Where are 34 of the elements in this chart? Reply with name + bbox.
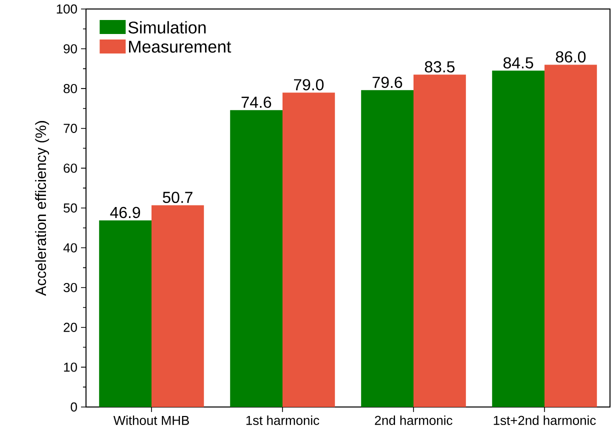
bar bbox=[414, 74, 466, 407]
bar bbox=[544, 64, 597, 407]
x-tick-label: 1st harmonic bbox=[246, 416, 320, 426]
data-label: 86.0 bbox=[556, 51, 586, 63]
bar bbox=[282, 92, 335, 407]
bar bbox=[99, 220, 152, 407]
data-label: 84.5 bbox=[503, 57, 534, 68]
y-tick-label: 10 bbox=[64, 362, 77, 372]
y-tick-label: 20 bbox=[64, 322, 77, 332]
x-tick-label: 1st+2nd harmonic bbox=[494, 416, 596, 426]
y-tick-label: 100 bbox=[56, 4, 77, 14]
y-tick-label: 60 bbox=[64, 164, 77, 173]
y-tick-label: 40 bbox=[63, 243, 77, 252]
legend-label: Simulation bbox=[128, 21, 206, 34]
data-label: 46.9 bbox=[110, 206, 140, 218]
x-tick-label: Without MHB bbox=[113, 416, 189, 426]
y-tick-label: 90 bbox=[64, 44, 77, 54]
bar bbox=[152, 205, 204, 407]
data-label: 79.0 bbox=[294, 79, 324, 90]
x-tick-label: 2nd harmonic bbox=[374, 416, 452, 426]
bar bbox=[361, 90, 414, 407]
y-tick-label: 30 bbox=[64, 282, 77, 292]
bar bbox=[230, 110, 283, 407]
y-tick-label: 50 bbox=[64, 203, 77, 213]
data-label: 50.7 bbox=[162, 192, 192, 203]
y-tick-label: 80 bbox=[64, 84, 77, 94]
data-label: 74.6 bbox=[242, 96, 272, 108]
y-tick-label: 70 bbox=[64, 124, 77, 133]
bar bbox=[492, 70, 545, 407]
data-label: 83.5 bbox=[424, 61, 455, 72]
y-axis-title: Acceleration efficiency (%) bbox=[35, 121, 50, 296]
y-tick-label: 0 bbox=[70, 402, 77, 412]
data-label: 79.6 bbox=[372, 76, 402, 88]
legend-label: Measurement bbox=[129, 40, 232, 53]
